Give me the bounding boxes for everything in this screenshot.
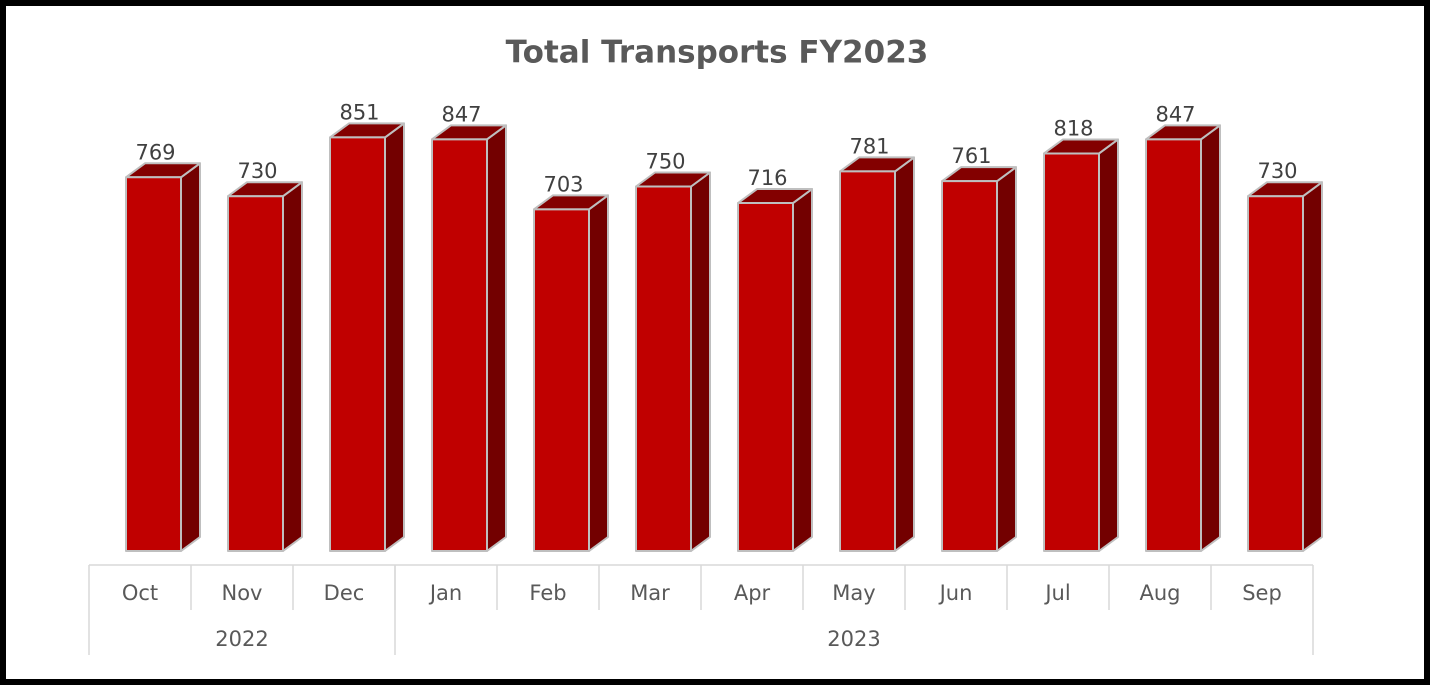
data-label: 818 bbox=[1053, 116, 1093, 140]
x-tick-label: Jun bbox=[938, 581, 973, 605]
data-label: 730 bbox=[237, 159, 277, 183]
bar-side bbox=[486, 124, 507, 552]
group-label: 2022 bbox=[215, 627, 268, 651]
bar bbox=[431, 138, 488, 552]
data-label: 847 bbox=[1155, 102, 1195, 126]
bar-side bbox=[690, 171, 711, 552]
x-tick-label: Feb bbox=[529, 581, 566, 605]
bar bbox=[1247, 195, 1304, 552]
chart-title: Total Transports FY2023 bbox=[506, 35, 929, 71]
x-tick-label: Mar bbox=[630, 581, 670, 605]
x-tick-label: May bbox=[832, 581, 875, 605]
bar-side bbox=[996, 166, 1017, 552]
bar bbox=[1145, 138, 1202, 552]
bar-side bbox=[1098, 138, 1119, 552]
data-label: 847 bbox=[441, 102, 481, 126]
data-label: 851 bbox=[339, 100, 379, 124]
bar bbox=[737, 202, 794, 553]
bar bbox=[941, 180, 998, 553]
bar bbox=[635, 185, 692, 552]
x-tick-label: Jan bbox=[428, 581, 462, 605]
x-tick-label: Dec bbox=[324, 581, 365, 605]
bar-side bbox=[282, 181, 303, 552]
data-label: 730 bbox=[1257, 159, 1297, 183]
bar bbox=[329, 136, 386, 552]
x-tick-label: Apr bbox=[734, 581, 771, 605]
data-label: 716 bbox=[747, 166, 787, 190]
bar bbox=[125, 176, 182, 553]
x-tick-label: Oct bbox=[122, 581, 158, 605]
bar-side bbox=[792, 188, 813, 552]
bar-side bbox=[384, 122, 405, 552]
x-tick-label: Aug bbox=[1139, 581, 1180, 605]
bar bbox=[839, 170, 896, 553]
bar-side bbox=[180, 162, 201, 552]
bar bbox=[1043, 152, 1100, 552]
bar-side bbox=[1302, 181, 1323, 552]
x-tick-label: Sep bbox=[1242, 581, 1282, 605]
bar bbox=[227, 195, 284, 552]
data-label: 750 bbox=[645, 150, 685, 174]
bar-side bbox=[588, 194, 609, 552]
data-label: 703 bbox=[543, 172, 583, 196]
data-label: 781 bbox=[849, 134, 889, 158]
data-label: 761 bbox=[951, 144, 991, 168]
bar bbox=[533, 208, 590, 552]
x-tick-label: Jul bbox=[1043, 581, 1070, 605]
x-tick-label: Nov bbox=[222, 581, 263, 605]
bar-side bbox=[1200, 124, 1221, 552]
group-label: 2023 bbox=[827, 627, 880, 651]
data-label: 769 bbox=[135, 140, 175, 164]
bar-side bbox=[894, 156, 915, 552]
